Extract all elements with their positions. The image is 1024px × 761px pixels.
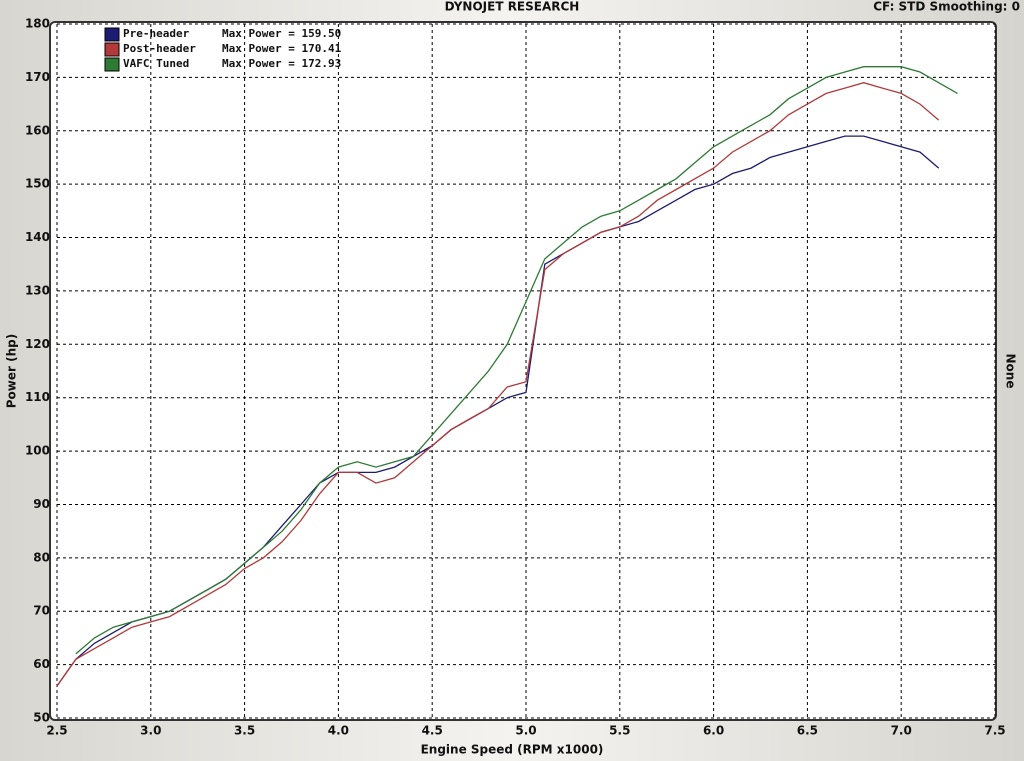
legend-swatch: [104, 27, 120, 42]
x-tick-label: 6.0: [703, 724, 724, 738]
y-tick-label: 160: [25, 123, 50, 137]
legend-label: Post-header: [123, 42, 196, 55]
y-tick-label: 150: [25, 177, 50, 191]
x-tick-label: 2.5: [46, 724, 67, 738]
x-tick-label: 3.5: [234, 724, 255, 738]
x-tick-label: 7.5: [984, 724, 1005, 738]
y-tick-label: 110: [25, 390, 50, 404]
legend: Pre-header Max Power = 159.50 Post-header M…: [104, 27, 342, 72]
legend-swatch: [104, 57, 120, 72]
x-axis-label: Engine Speed (RPM x1000): [421, 743, 604, 757]
x-tick-label: 5.0: [515, 724, 536, 738]
x-tick-label: 3.0: [140, 724, 161, 738]
legend-annotation: Max Power = 170.41: [222, 42, 342, 55]
series-line: [56, 82, 940, 687]
y-tick-label: 60: [33, 657, 50, 671]
legend-label: VAFC Tuned: [123, 57, 189, 70]
y-axis-label: Power (hp): [5, 334, 19, 408]
x-tick-label: 4.0: [328, 724, 349, 738]
legend-label: Pre-header: [123, 27, 190, 40]
legend-annotation: Max Power = 172.93: [222, 57, 341, 70]
series-line: [75, 66, 958, 655]
y-tick-label: 130: [25, 283, 50, 297]
y-tick-label: 170: [25, 70, 50, 84]
y-tick-label: 90: [33, 497, 50, 511]
x-tick-label: 4.5: [422, 724, 443, 738]
x-tick-label: 5.5: [609, 724, 630, 738]
y-tick-label: 80: [33, 550, 50, 564]
y-tick-label: 50: [33, 711, 50, 725]
y-tick-label: 140: [25, 230, 50, 244]
y-tick-label: 180: [25, 17, 50, 31]
legend-swatch: [104, 42, 120, 57]
x-tick-label: 6.5: [797, 724, 818, 738]
side-label: None: [1004, 354, 1018, 389]
y-tick-label: 100: [25, 444, 50, 458]
x-tick-label: 7.0: [891, 724, 912, 738]
legend-annotation: Max Power = 159.50: [222, 27, 341, 40]
chart-subtitle: CF: STD Smoothing: 0: [873, 0, 1020, 14]
y-tick-label: 70: [33, 604, 50, 618]
y-tick-label: 120: [25, 337, 50, 351]
plot-area: [49, 21, 997, 721]
chart-title: DYNOJET RESEARCH: [445, 0, 580, 14]
